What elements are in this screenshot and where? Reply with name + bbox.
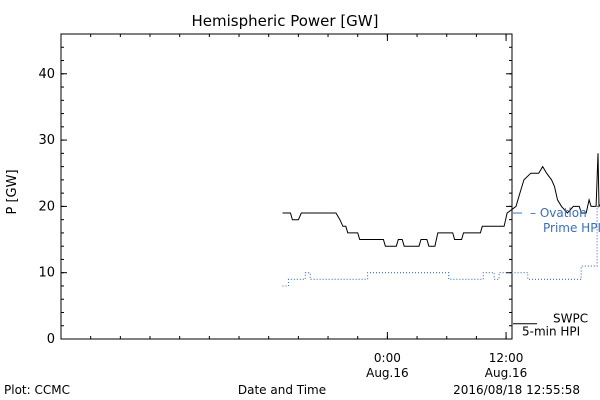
y-tick-label: 20 (38, 199, 55, 214)
series-layer (282, 153, 600, 287)
x-axis: 0:00Aug.1612:00Aug.160:00Aug.1712:00Aug.… (60, 34, 528, 380)
plot-credit: Plot: CCMC (4, 383, 70, 397)
chart-title: Hemispheric Power [GW] (192, 12, 379, 30)
y-axis: 0 10 20 30 40 (38, 33, 512, 347)
y-tick-label: 30 (38, 133, 55, 148)
series-ovation-line (282, 205, 600, 287)
x-tick-date-label: Aug.16 (485, 366, 528, 380)
plot-frame (60, 33, 513, 340)
legend: – Ovation Prime HPI SWPC 5-min HPI (513, 206, 600, 339)
x-tick-date-label: Aug.16 (366, 366, 409, 380)
legend-ovation-label-2: Prime HPI (543, 221, 600, 235)
y-tick-label: 10 (38, 266, 55, 281)
series-swpc-line (282, 153, 600, 247)
x-axis-label: Date and Time (238, 383, 326, 397)
y-tick-label: 0 (47, 332, 55, 347)
y-tick-label: 40 (38, 67, 55, 82)
x-tick-time-label: 0:00 (374, 351, 401, 365)
legend-swpc-label-2: 5-min HPI (522, 325, 580, 339)
plot-timestamp: 2016/08/18 12:55:58 (453, 383, 580, 397)
legend-ovation-label: – Ovation (530, 206, 587, 220)
y-axis-label: P [GW] (5, 169, 20, 214)
x-tick-time-label: 12:00 (489, 351, 524, 365)
legend-swpc-label: SWPC (553, 312, 588, 326)
